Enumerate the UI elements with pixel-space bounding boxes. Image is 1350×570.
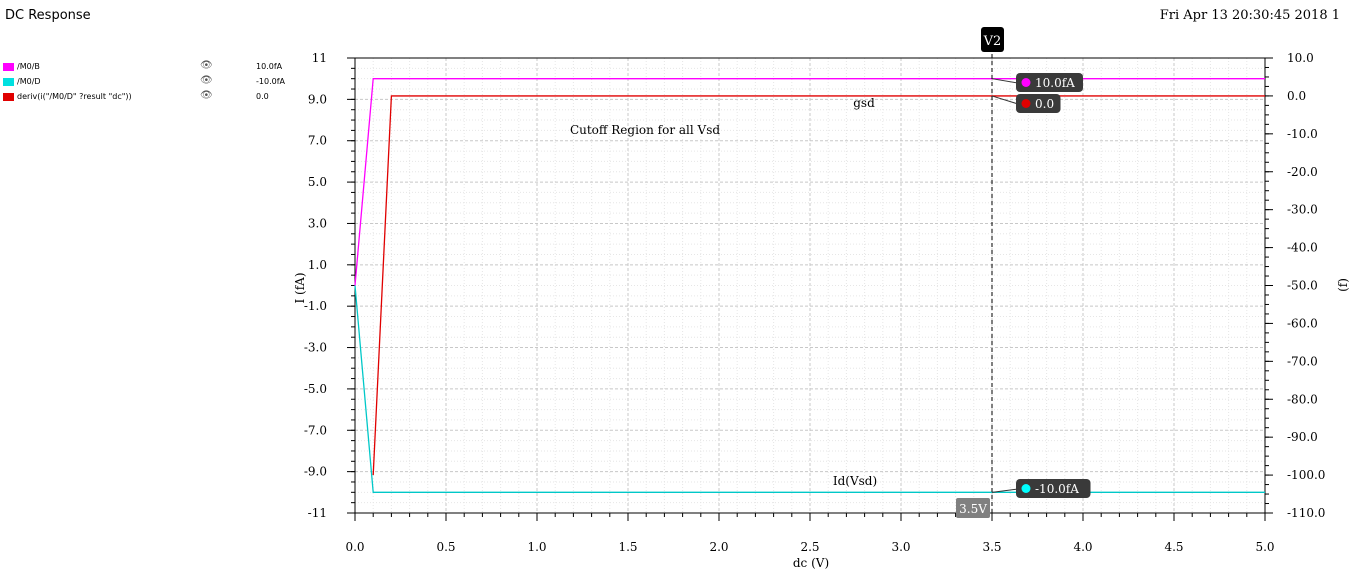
y-tick-label: 7.0	[308, 134, 327, 148]
legend-item-deriv[interactable]: deriv(i("/M0/D" ?result "dc")) 👁 0.0	[0, 90, 300, 107]
y-tick-label: -5.0	[304, 382, 327, 396]
legend-value: 0.0	[256, 92, 269, 101]
y-tick-label: -3.0	[304, 341, 327, 355]
y2-tick-label: -50.0	[1287, 279, 1318, 293]
cursor-tag	[981, 27, 1004, 52]
y2-tick-label: -30.0	[1287, 203, 1318, 217]
x-tick-label: 2.0	[709, 540, 728, 554]
legend-label: deriv(i("/M0/D" ?result "dc"))	[17, 92, 132, 101]
legend-value: -10.0fA	[256, 77, 285, 86]
window-title: DC Response	[5, 8, 91, 23]
y2-tick-label: -60.0	[1287, 316, 1318, 330]
marker-dot	[1021, 99, 1031, 108]
y2-tick-label: 0.0	[1287, 89, 1306, 103]
x-tick-label: 0.5	[436, 540, 455, 554]
y-tick-label: -7.0	[304, 423, 327, 437]
series-line-2	[372, 95, 1265, 476]
y2-tick-label: -100.0	[1287, 468, 1325, 482]
x-tick-label: 5.0	[1255, 540, 1274, 554]
x-axis-label: dc (V)	[793, 556, 829, 570]
x-tick-label: 2.5	[800, 540, 819, 554]
y-tick-label: -9.0	[304, 465, 327, 479]
x-tick-label: 0.0	[345, 540, 364, 554]
legend-item-d[interactable]: /M0/D 👁 -10.0fA	[0, 75, 300, 92]
grid	[355, 58, 1265, 513]
region-annotation: Cutoff Region for all Vsd	[570, 123, 720, 137]
x-tick-label: 3.0	[891, 540, 910, 554]
y2-axis-label: (f)	[1336, 278, 1350, 292]
y2-tick-label: -70.0	[1287, 354, 1318, 368]
series-group	[354, 78, 1265, 493]
x-tick-label: 1.5	[618, 540, 637, 554]
legend-label: /M0/D	[17, 77, 41, 86]
x-tick-label: 3.5	[982, 540, 1001, 554]
marker-box	[1016, 479, 1091, 498]
x-tick-label: 4.5	[1164, 540, 1183, 554]
y2-tick-label: -110.0	[1287, 506, 1325, 520]
eye-icon[interactable]: 👁	[200, 75, 213, 86]
series-line-1	[354, 285, 1265, 493]
marker-dot	[1021, 484, 1031, 493]
marker-dot	[1021, 78, 1031, 87]
marker-leader	[991, 78, 1019, 84]
y-tick-label: 11	[312, 51, 327, 65]
legend-item-b[interactable]: /M0/B 👁 10.0fA	[0, 60, 300, 77]
series-line-0	[354, 78, 1265, 286]
gsd-annotation: gsd	[853, 96, 875, 110]
x-tick-label: 4.0	[1073, 540, 1092, 554]
y2-tick-label: -40.0	[1287, 241, 1318, 255]
eye-icon[interactable]: 👁	[200, 90, 213, 101]
legend-swatch-b	[3, 63, 14, 71]
vertical-cursor[interactable]: V2 3.5V 10.0fA 0.0 -10.0fA	[956, 27, 1091, 518]
marker-box	[1016, 94, 1061, 113]
cursor-x-box	[956, 498, 990, 518]
marker-box	[1016, 73, 1083, 92]
legend-swatch-d	[3, 78, 14, 86]
y2-tick-label: -90.0	[1287, 430, 1318, 444]
id-annotation: Id(Vsd)	[833, 474, 877, 488]
y2-tick-label: -80.0	[1287, 392, 1318, 406]
legend: /M0/B 👁 10.0fA /M0/D 👁 -10.0fA deriv(i("…	[0, 60, 300, 107]
y2-tick-label: -10.0	[1287, 127, 1318, 141]
y2-tick-label: -20.0	[1287, 165, 1318, 179]
x-tick-label: 1.0	[527, 540, 546, 554]
cursor-x-label: 3.5V	[959, 502, 987, 516]
timestamp: Fri Apr 13 20:30:45 2018 1	[1159, 8, 1340, 23]
legend-value: 10.0fA	[256, 62, 283, 71]
eye-icon[interactable]: 👁	[200, 60, 213, 71]
y-tick-label: 9.0	[308, 92, 327, 106]
marker-label: 0.0	[1035, 97, 1054, 111]
legend-label: /M0/B	[17, 62, 40, 71]
cursor-tag-label: V2	[983, 34, 1002, 49]
y-tick-label: -1.0	[304, 299, 327, 313]
marker-label: 10.0fA	[1035, 76, 1075, 90]
legend-swatch-deriv	[3, 93, 14, 101]
marker-leader	[991, 488, 1019, 493]
axis-ticks: 0.0 0.5 1.0 1.5 2.0 2.5 3.0 3.5 4.0 4.5 5.0 11 9.0 7.…	[304, 51, 1326, 554]
marker-label: -10.0fA	[1035, 482, 1079, 496]
y-tick-label: 5.0	[308, 175, 327, 189]
y-axis-label: I (fA)	[293, 272, 307, 303]
y-tick-label: 1.0	[308, 258, 327, 272]
y-tick-label: -11	[308, 506, 327, 520]
y-tick-label: 3.0	[308, 216, 327, 230]
y2-tick-label: 10.0	[1287, 51, 1314, 65]
marker-leader	[991, 95, 1019, 105]
